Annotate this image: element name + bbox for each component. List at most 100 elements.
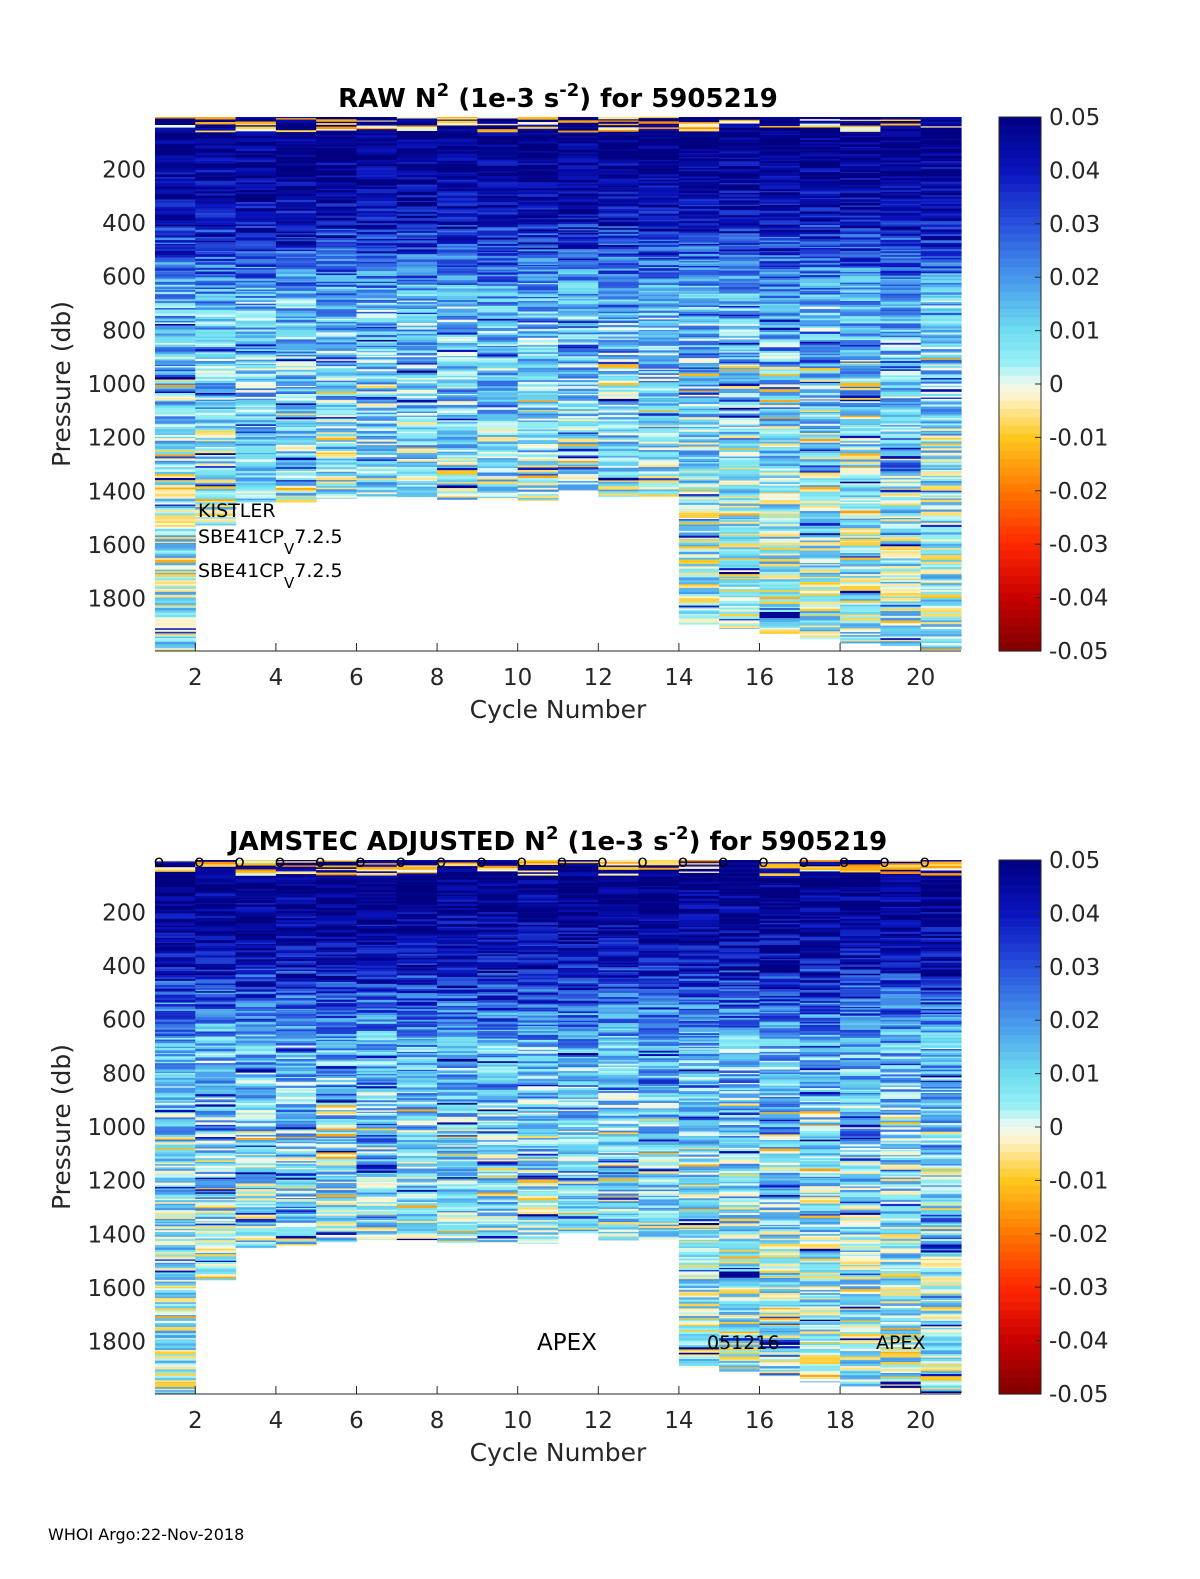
heatmap-cell	[195, 373, 236, 376]
heatmap-cell	[397, 323, 438, 326]
heatmap-cell	[276, 235, 317, 238]
heatmap-cell	[276, 158, 317, 161]
heatmap-cell	[639, 431, 680, 434]
colorbar-swatch	[999, 342, 1041, 351]
colorbar-swatch	[999, 200, 1041, 209]
colorbar-swatch	[999, 242, 1041, 251]
heatmap-cell	[437, 150, 478, 152]
heatmap-cell	[397, 131, 438, 134]
colorbar-swatch	[999, 384, 1041, 393]
heatmap-cell	[276, 493, 317, 496]
x-tick-label: 4	[269, 665, 284, 691]
heatmap-cell	[357, 446, 398, 449]
heatmap-cell	[921, 170, 962, 173]
heatmap-cell	[558, 292, 599, 295]
heatmap-cell	[921, 571, 962, 573]
heatmap-cell	[598, 453, 639, 456]
heatmap-cell	[316, 434, 357, 437]
heatmap-cell	[236, 393, 277, 396]
heatmap-cell	[921, 479, 962, 482]
heatmap-cell	[921, 211, 962, 214]
heatmap-cell	[719, 389, 760, 392]
heatmap-cell	[195, 289, 236, 292]
heatmap-cell	[477, 498, 518, 500]
heatmap-cell	[357, 482, 398, 485]
heatmap-cell	[397, 233, 438, 236]
heatmap-cell	[719, 200, 760, 203]
heatmap-cell	[195, 417, 236, 420]
heatmap-cell	[719, 261, 760, 264]
heatmap-cell	[558, 451, 599, 454]
heatmap-cell	[518, 470, 559, 473]
colorbar-swatch	[999, 526, 1041, 535]
heatmap-cell	[719, 598, 760, 601]
heatmap-cell	[921, 140, 962, 143]
heatmap-cell	[236, 479, 277, 482]
heatmap-cell	[921, 451, 962, 454]
heatmap-cell	[679, 612, 720, 615]
heatmap-cell	[397, 422, 438, 425]
heatmap-cell	[558, 368, 599, 371]
heatmap-cell	[195, 303, 236, 306]
heatmap-cell	[719, 527, 760, 530]
colorbar-swatch	[999, 209, 1041, 218]
heatmap-cell	[276, 146, 317, 149]
heatmap-cell	[639, 328, 680, 331]
heatmap-cell	[840, 606, 881, 609]
heatmap-cell	[558, 138, 599, 141]
heatmap-cell	[357, 286, 398, 289]
heatmap-cell	[276, 151, 317, 154]
heatmap-cell	[719, 191, 760, 194]
heatmap-cell	[800, 511, 841, 514]
heatmap-cell	[518, 278, 559, 281]
heatmap-cell	[195, 120, 236, 123]
heatmap-cell	[518, 342, 559, 345]
heatmap-cell	[558, 141, 599, 144]
colorbar-swatch	[999, 167, 1041, 176]
heatmap-cell	[639, 457, 680, 460]
heatmap-cell	[316, 465, 357, 468]
colorbar-swatch	[999, 317, 1041, 326]
heatmap-cell	[477, 198, 518, 201]
heatmap-cell	[880, 402, 921, 404]
heatmap-cell	[639, 485, 680, 488]
heatmap-cell	[316, 143, 357, 146]
heatmap-cell	[719, 334, 760, 337]
heatmap-cell	[518, 216, 559, 219]
heatmap-cell	[518, 190, 559, 192]
heatmap-cell	[437, 302, 478, 305]
heatmap-cell	[276, 332, 317, 335]
heatmap-cell	[195, 128, 236, 131]
heatmap-cell	[558, 188, 599, 191]
heatmap-cell	[921, 627, 962, 630]
heatmap-cell	[195, 196, 236, 199]
heatmap-cell	[155, 615, 196, 618]
heatmap-cell	[477, 196, 518, 199]
heatmap-cell	[155, 447, 196, 450]
heatmap-cell	[679, 415, 720, 417]
heatmap-cell	[800, 194, 841, 197]
heatmap-cell	[518, 180, 559, 183]
heatmap-cell	[800, 183, 841, 186]
heatmap-cell	[921, 649, 962, 650]
heatmap-cell	[437, 123, 478, 126]
heatmap-cell	[598, 458, 639, 461]
heatmap-cell	[679, 254, 720, 257]
heatmap-cell	[155, 539, 196, 542]
heatmap-cell	[155, 294, 196, 297]
heatmap-cell	[397, 276, 438, 279]
heatmap-cell	[397, 474, 438, 477]
heatmap-cell	[276, 177, 317, 180]
heatmap-cell	[477, 284, 518, 287]
heatmap-cell	[921, 532, 962, 535]
heatmap-cell	[558, 225, 599, 227]
heatmap-cell	[880, 201, 921, 204]
colorbar-tick-label: 0.01	[1049, 319, 1100, 345]
heatmap-cell	[155, 368, 196, 371]
heatmap-cell	[558, 317, 599, 320]
heatmap-cell	[800, 347, 841, 350]
heatmap-cell	[880, 186, 921, 189]
heatmap-cell	[155, 885, 196, 888]
colorbar-swatch	[999, 376, 1041, 385]
heatmap-cell	[155, 136, 196, 139]
